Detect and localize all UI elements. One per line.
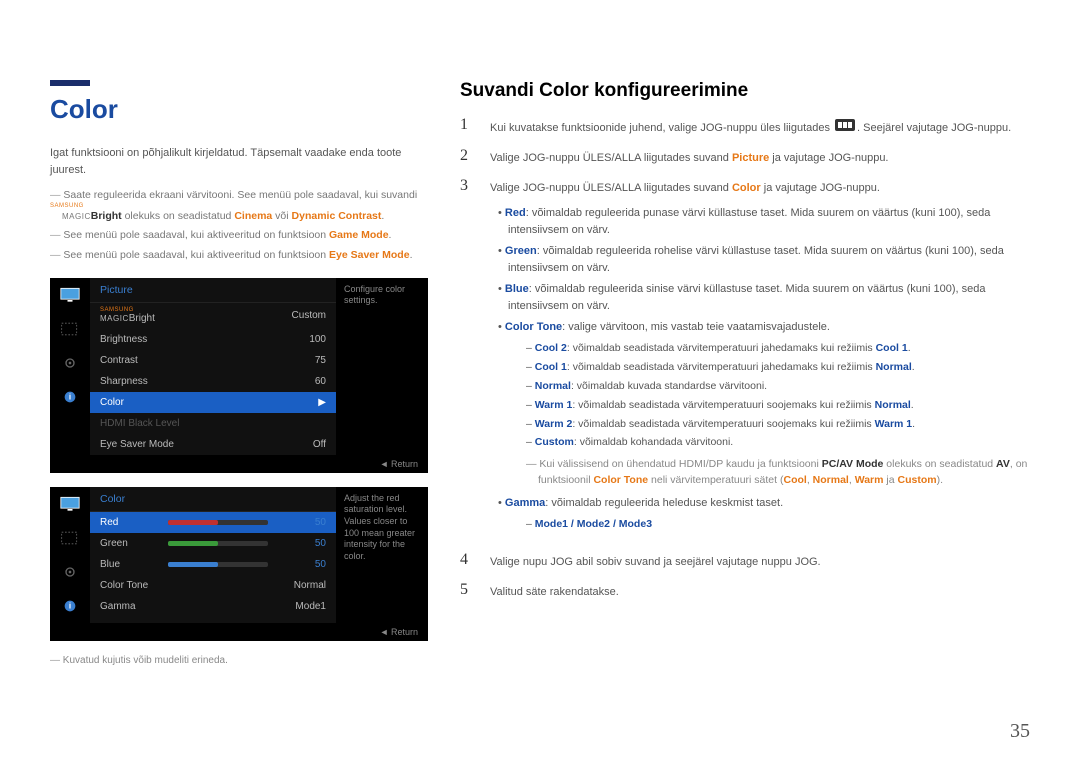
steps-list: 1 Kui kuvatakse funktsioonide juhend, va… (460, 116, 1030, 601)
osd-row: Brightness100 (90, 329, 336, 350)
osd-row: Eye Saver ModeOff (90, 434, 336, 455)
osd-row: SAMSUNGMAGICBrightCustom (90, 303, 336, 329)
step-text: Valige JOG-nuppu ÜLES/ALLA liigutades su… (490, 147, 1030, 167)
osd-row: Blue50 (90, 554, 336, 575)
svg-text:i: i (69, 392, 71, 401)
step-text: Valitud säte rakendatakse. (490, 581, 1030, 601)
monitor-icon (50, 487, 90, 521)
osd-picture: i Picture SAMSUNGMAGICBrightCustomBright… (50, 278, 428, 473)
osd-icon-rail: i (50, 278, 90, 455)
osd-color: i Color Red50Green50Blue50Color ToneNorm… (50, 487, 428, 641)
info-icon: i (50, 589, 90, 623)
osd-row: GammaMode1 (90, 596, 336, 617)
image-caption: Kuvatud kujutis võib mudeliti erineda. (50, 655, 430, 666)
osd-header: Color (90, 487, 336, 512)
title-accent (50, 80, 90, 86)
osd-row: Green50 (90, 533, 336, 554)
color-tone-note: Kui välissisend on ühendatud HDMI/DP kau… (526, 457, 1030, 489)
osd-side-text: Configure color settings. (336, 278, 428, 455)
osd-row: Color▶ (90, 392, 336, 413)
osd-header: Picture (90, 278, 336, 303)
osd-row: Sharpness60 (90, 371, 336, 392)
intro-text: Igat funktsiooni on põhjalikult kirjelda… (50, 145, 430, 178)
section-title: Suvandi Color konfigureerimine (460, 80, 1030, 102)
info-icon: i (50, 380, 90, 414)
note-1: Saate reguleerida ekraani värvitooni. Se… (50, 188, 430, 224)
step-num: 5 (460, 581, 478, 601)
osd-row: HDMI Black Level (90, 413, 336, 434)
note-3: See menüü pole saadaval, kui aktiveeritu… (50, 248, 430, 264)
step-num: 1 (460, 116, 478, 137)
page-number: 35 (1010, 720, 1030, 743)
svg-text:i: i (69, 601, 71, 610)
osd-icon-rail: i (50, 487, 90, 623)
osd-side-text: Adjust the red saturation level. Values … (336, 487, 428, 623)
step-text: Valige JOG-nuppu ÜLES/ALLA liigutades su… (490, 177, 1030, 541)
step-text: Valige nupu JOG abil sobiv suvand ja see… (490, 551, 1030, 571)
settings-icon (50, 312, 90, 346)
step-num: 3 (460, 177, 478, 541)
step-num: 2 (460, 147, 478, 167)
gear-icon (50, 555, 90, 589)
osd-footer: Return (50, 455, 428, 473)
step-num: 4 (460, 551, 478, 571)
osd-footer: Return (50, 623, 428, 641)
gear-icon (50, 346, 90, 380)
page-title: Color (50, 94, 430, 125)
menu-icon (835, 119, 855, 137)
settings-icon (50, 521, 90, 555)
note-2: See menüü pole saadaval, kui aktiveeritu… (50, 228, 430, 244)
osd-row: Contrast75 (90, 350, 336, 371)
osd-row: Red50 (90, 512, 336, 533)
monitor-icon (50, 278, 90, 312)
step-text: Kui kuvatakse funktsioonide juhend, vali… (490, 116, 1030, 137)
osd-row: Color ToneNormal (90, 575, 336, 596)
